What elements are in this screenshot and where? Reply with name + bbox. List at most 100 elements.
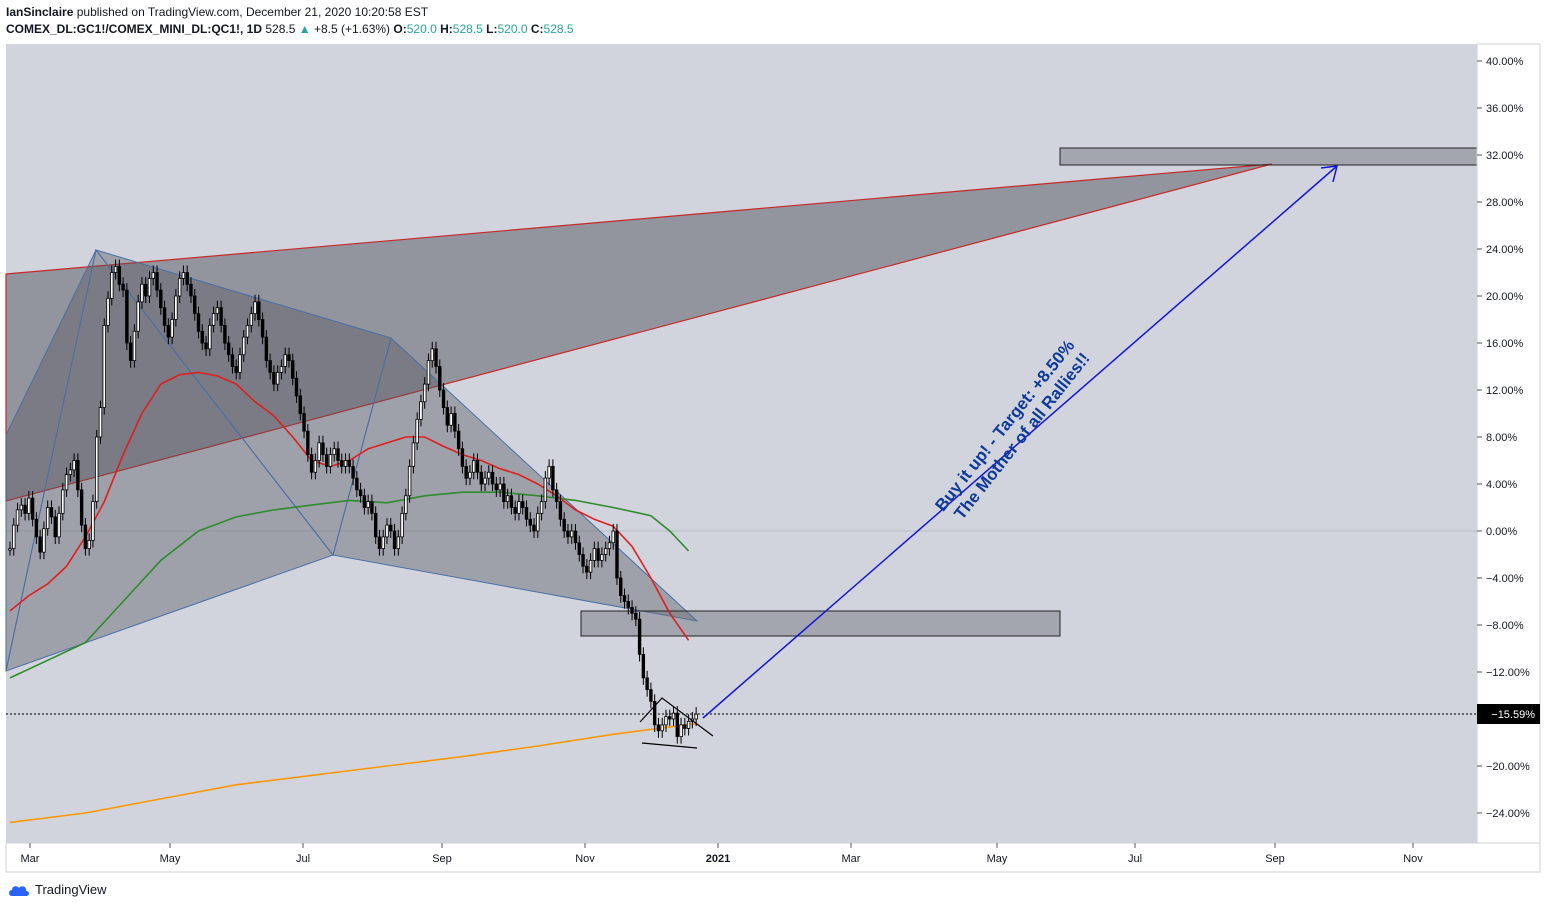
candle-body <box>622 595 627 602</box>
candle <box>449 406 453 433</box>
candle-body <box>27 497 31 514</box>
candle-body <box>611 530 615 544</box>
candle <box>664 709 668 732</box>
y-tick-label: 20.00% <box>1486 291 1524 303</box>
x-tick-label: Jul <box>1128 853 1142 865</box>
candle <box>475 453 480 480</box>
candle-body <box>581 554 585 567</box>
candle-body <box>554 489 559 503</box>
x-tick-label: Mar <box>842 853 861 865</box>
candle-body <box>656 724 661 732</box>
candle-body <box>19 504 24 511</box>
candle-body <box>317 442 321 461</box>
candle <box>12 518 16 556</box>
x-tick-label: Nov <box>1403 853 1423 865</box>
candle-body <box>328 454 333 467</box>
candle <box>46 500 50 536</box>
x-axis[interactable] <box>5 842 1541 873</box>
candle <box>95 429 99 509</box>
candle <box>607 535 612 556</box>
candle <box>483 471 487 492</box>
candle-body <box>234 366 238 373</box>
candle-body <box>464 465 468 479</box>
candle-body <box>226 342 231 356</box>
candle-body <box>313 460 318 473</box>
candle <box>79 482 84 533</box>
candle <box>543 471 548 509</box>
candle-body <box>46 507 50 530</box>
candle <box>343 453 348 474</box>
candle <box>242 330 246 362</box>
author-name[interactable]: IanSinclaire <box>6 5 74 19</box>
candle-body <box>321 442 325 456</box>
candle <box>15 502 20 533</box>
candle-body <box>434 348 438 367</box>
candle-body <box>645 677 649 691</box>
candle <box>223 318 227 351</box>
candle <box>128 335 133 368</box>
candle <box>294 371 299 403</box>
x-tick-label: Sep <box>432 853 452 865</box>
candle <box>366 494 370 515</box>
candle-body <box>502 483 506 503</box>
candle-body <box>358 489 363 497</box>
candle-body <box>15 509 20 526</box>
candle-body <box>102 324 106 409</box>
candle-body <box>64 474 69 491</box>
candle-body <box>392 530 397 550</box>
candle-body <box>155 272 159 291</box>
candle <box>125 283 129 351</box>
candle <box>588 553 593 580</box>
candle-body <box>400 512 404 538</box>
candle-body <box>652 700 657 726</box>
candle-body <box>309 454 314 473</box>
candle <box>193 288 197 321</box>
candle <box>57 506 61 544</box>
candle-body <box>385 524 389 538</box>
candle-body <box>619 577 623 597</box>
y-tick-label: 16.00% <box>1486 338 1524 350</box>
candle <box>113 259 118 280</box>
candle <box>630 600 634 621</box>
low-value: 520.0 <box>497 22 528 36</box>
candle-body <box>170 319 174 338</box>
candle <box>351 459 355 486</box>
candle <box>64 467 69 497</box>
candle <box>238 347 242 380</box>
x-tick-label: Nov <box>575 853 595 865</box>
close-label: C: <box>530 22 544 36</box>
candle <box>509 488 514 515</box>
change-value: +8.5 (+1.63%) <box>313 22 391 36</box>
tradingview-logo[interactable]: TradingView <box>8 882 107 897</box>
candle-body <box>298 395 302 414</box>
candle-body <box>215 307 220 315</box>
candle <box>577 535 581 562</box>
y-axis-ticks: 40.00% 36.00% 32.00% 28.00% 24.00% 20.00% 16.0… <box>1477 56 1530 820</box>
candle <box>170 312 174 345</box>
candle <box>671 706 676 727</box>
candle-body <box>196 313 201 332</box>
candle <box>257 294 261 327</box>
candle <box>445 400 450 433</box>
candle-body <box>494 483 499 491</box>
candle-body <box>68 469 73 475</box>
candle-body <box>140 283 144 303</box>
y-tick-label: 36.00% <box>1486 103 1524 115</box>
candle <box>68 462 73 482</box>
candle-body <box>562 518 566 532</box>
candle-body <box>355 477 359 491</box>
candle-body <box>211 313 216 326</box>
candle <box>381 529 385 556</box>
candle <box>245 318 250 345</box>
candle <box>309 447 314 480</box>
candle <box>652 694 657 732</box>
candle <box>283 347 287 374</box>
candle <box>622 588 627 609</box>
candle-body <box>144 283 148 297</box>
x-tick-label: Sep <box>1265 853 1285 865</box>
candle <box>159 283 163 315</box>
candle <box>400 506 404 544</box>
candle-body <box>683 724 687 729</box>
candle <box>536 506 540 539</box>
